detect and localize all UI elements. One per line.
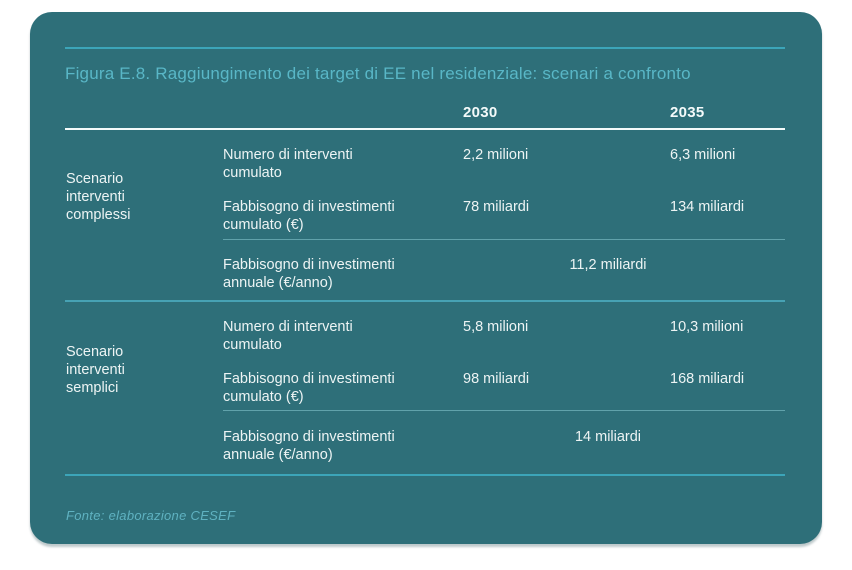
metric-label-line: cumulato bbox=[223, 337, 282, 353]
metric-label: Fabbisogno di investimenti cumulato (€) bbox=[223, 370, 458, 406]
value-2035: 6,3 milioni bbox=[670, 147, 736, 163]
value-2035: 10,3 milioni bbox=[670, 319, 744, 335]
metric-label-line: Numero di interventi bbox=[223, 319, 353, 335]
scenario-semplici-label: Scenario interventi semplici bbox=[66, 343, 216, 397]
scenario-label-line: Scenario bbox=[66, 171, 124, 187]
metric-label-line: annuale (€/anno) bbox=[223, 275, 333, 291]
scenario-complessi-label: Scenario interventi complessi bbox=[66, 170, 216, 224]
value-2030: 98 miliardi bbox=[463, 371, 530, 387]
figure-title: Figura E.8. Raggiungimento dei target di… bbox=[65, 64, 691, 83]
column-header-2030: 2030 bbox=[463, 104, 498, 121]
scenario-label-line: interventi bbox=[66, 362, 125, 378]
column-header-2035: 2035 bbox=[670, 104, 705, 121]
metric-label-line: Fabbisogno di investimenti bbox=[223, 257, 395, 273]
value-2030: 5,8 milioni bbox=[463, 319, 529, 335]
value-2035: 168 miliardi bbox=[670, 371, 745, 387]
metric-label-line: Fabbisogno di investimenti bbox=[223, 429, 395, 445]
figure-card: Figura E.8. Raggiungimento dei target di… bbox=[30, 12, 822, 544]
bottom-accent-rule bbox=[65, 474, 785, 476]
metric-label-line: Numero di interventi bbox=[223, 147, 353, 163]
metric-label: Numero di interventi cumulato bbox=[223, 318, 458, 354]
metric-label-line: cumulato (€) bbox=[223, 389, 304, 405]
metric-label: Fabbisogno di investimenti annuale (€/an… bbox=[223, 428, 458, 464]
metric-label-line: annuale (€/anno) bbox=[223, 447, 333, 463]
scenario-separator-rule bbox=[65, 300, 785, 302]
value-2035: 134 miliardi bbox=[670, 199, 745, 215]
value-2030: 78 miliardi bbox=[463, 199, 530, 215]
top-accent-rule bbox=[65, 47, 785, 49]
value-merged: 14 miliardi bbox=[574, 429, 642, 445]
source-note: Fonte: elaborazione CESEF bbox=[66, 508, 236, 523]
row-divider-rule bbox=[223, 410, 785, 411]
metric-label: Fabbisogno di investimenti annuale (€/an… bbox=[223, 256, 458, 292]
metric-label: Numero di interventi cumulato bbox=[223, 146, 458, 182]
scenario-label-line: Scenario bbox=[66, 344, 124, 360]
metric-label-line: Fabbisogno di investimenti bbox=[223, 371, 395, 387]
value-merged: 11,2 miliardi bbox=[569, 257, 647, 273]
header-rule bbox=[65, 128, 785, 130]
value-2030: 2,2 milioni bbox=[463, 147, 529, 163]
metric-label-line: cumulato bbox=[223, 165, 282, 181]
metric-label: Fabbisogno di investimenti cumulato (€) bbox=[223, 198, 458, 234]
scenario-label-line: complessi bbox=[66, 207, 131, 223]
row-divider-rule bbox=[223, 239, 785, 240]
metric-label-line: cumulato (€) bbox=[223, 217, 304, 233]
metric-label-line: Fabbisogno di investimenti bbox=[223, 199, 395, 215]
scenario-label-line: semplici bbox=[66, 380, 119, 396]
scenario-label-line: interventi bbox=[66, 189, 125, 205]
